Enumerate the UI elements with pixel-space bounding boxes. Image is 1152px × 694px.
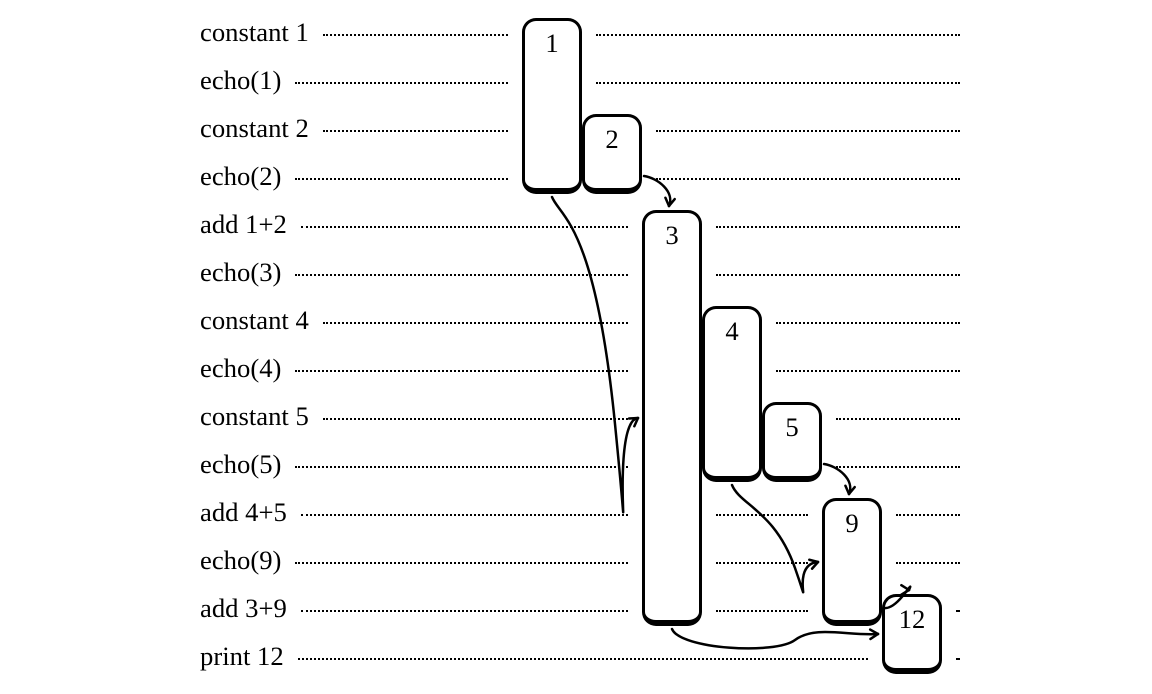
stack-num-1: 1 [522,28,582,59]
dotted-segment [596,34,960,36]
dotted-segment [716,514,808,516]
dotted-segment [301,610,628,612]
stack-num-4: 4 [702,316,762,347]
row-label-4: add 1+2 [200,209,287,240]
dotted-segment [836,466,960,468]
stack-num-9: 9 [822,508,882,539]
dotted-segment [323,130,508,132]
dotted-segment [896,514,960,516]
row-label-1: echo(1) [200,65,281,96]
dotted-segment [323,418,628,420]
dotted-segment [716,610,808,612]
row-label-6: constant 4 [200,305,309,336]
row-label-10: add 4+5 [200,497,287,528]
row-label-12: add 3+9 [200,593,287,624]
row-label-0: constant 1 [200,17,309,48]
dotted-segment [836,418,960,420]
stack-num-12: 12 [882,604,942,635]
row-label-8: constant 5 [200,401,309,432]
dotted-segment [716,562,808,564]
row-label-3: echo(2) [200,161,281,192]
dotted-segment [295,562,628,564]
stack-num-2: 2 [582,124,642,155]
dotted-segment [596,82,960,84]
dotted-segment [716,274,960,276]
stack-box-3 [642,210,702,626]
stack-num-5: 5 [762,412,822,443]
dotted-segment [656,178,960,180]
dotted-segment [295,274,628,276]
row-label-7: echo(4) [200,353,281,384]
dotted-segment [716,226,960,228]
dotted-segment [295,466,628,468]
dotted-segment [301,226,628,228]
diagram-stage: constant 1 constant 1echo(1)constant 2ec… [0,0,1152,694]
dotted-segment [295,178,508,180]
row-label-2: constant 2 [200,113,309,144]
row-label-5: echo(3) [200,257,281,288]
dotted-segment [956,610,960,612]
dotted-segment [298,658,868,660]
dotted-segment [323,34,508,36]
dotted-segment [323,322,628,324]
dotted-segment [776,370,960,372]
dotted-segment [776,322,960,324]
dotted-segment [656,130,960,132]
dotted-segment [295,370,628,372]
dotted-segment [301,514,628,516]
dotted-segment [295,82,508,84]
dotted-segment [896,562,960,564]
stack-num-3: 3 [642,220,702,251]
row-label-9: echo(5) [200,449,281,480]
row-label-13: print 12 [200,641,284,672]
dotted-segment [956,658,960,660]
row-label-11: echo(9) [200,545,281,576]
